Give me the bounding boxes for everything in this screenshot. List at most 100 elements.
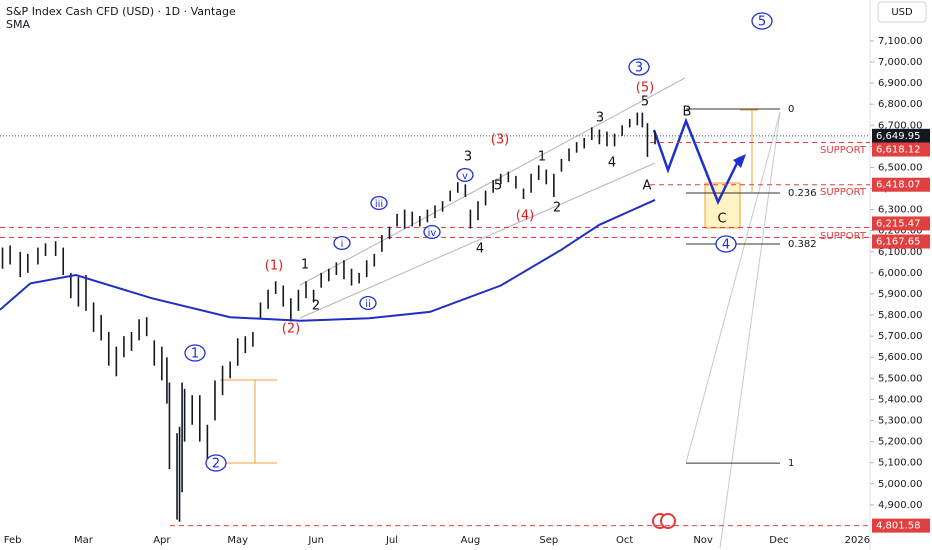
y-tick-label: 5,900.00 <box>878 289 923 300</box>
y-tick-label: 5,200.00 <box>878 437 923 448</box>
sma-line <box>0 198 656 322</box>
y-tick-label: 5,300.00 <box>878 416 923 427</box>
y-tick-label: 6,000.00 <box>878 268 923 279</box>
price-label-box <box>872 216 930 231</box>
y-tick-label: 5,000.00 <box>878 479 923 490</box>
wave-label: iii <box>375 199 383 210</box>
wave-label: (5) <box>636 81 654 96</box>
wave-label: A <box>643 179 652 194</box>
price-label: 6,618.12 <box>876 145 921 156</box>
x-tick-label: Oct <box>616 535 633 546</box>
wave-label: 5 <box>494 179 502 194</box>
chart-title: S&P Index Cash CFD (USD) · 1D · Vantage <box>6 5 236 18</box>
wave-circle <box>370 195 388 211</box>
wave-circle <box>184 344 206 362</box>
wave-circle <box>423 224 441 240</box>
wave-circle <box>333 235 351 251</box>
fib-trend <box>685 111 781 464</box>
support-text: SUPPORT <box>820 187 867 198</box>
y-tick-label: 6,100.00 <box>878 247 923 258</box>
x-tick-label: 2026 <box>845 535 870 546</box>
drawings <box>220 77 781 549</box>
fib-ratio: 1 <box>788 458 794 469</box>
price-label-box <box>872 128 930 143</box>
fib-ratio: 0.236 <box>788 188 817 199</box>
price-label-box <box>872 518 930 533</box>
x-tick-label: Mar <box>74 535 94 546</box>
wave-label: 2 <box>312 299 320 314</box>
support-text: SUPPORT <box>820 145 867 156</box>
wave-label: 3 <box>596 111 604 126</box>
x-tick-label: Feb <box>4 535 22 546</box>
y-tick-label: 7,000.00 <box>878 57 923 68</box>
fib-ratio: 0 <box>788 104 794 115</box>
wave-label: B <box>683 105 692 120</box>
y-tick-label: 5,500.00 <box>878 373 923 384</box>
y-tick-label: 6,200.00 <box>878 226 923 237</box>
wave-label: 4 <box>722 238 730 253</box>
wave-label: 1 <box>538 150 546 165</box>
y-tick-label: 4,900.00 <box>878 500 923 511</box>
x-tick-label: May <box>227 535 248 546</box>
wave-label: 4 <box>608 156 616 171</box>
fib-ratio: 0.382 <box>788 239 817 250</box>
y-tick-label: 6,700.00 <box>878 120 923 131</box>
x-tick-label: Dec <box>769 535 788 546</box>
support-text: SUPPORT <box>820 231 867 242</box>
price-label: 4,801.58 <box>876 521 921 532</box>
currency-button[interactable] <box>877 1 927 23</box>
price-label-box <box>872 234 930 249</box>
x-tick-label: Jul <box>385 535 398 546</box>
wave-label: (1) <box>265 259 283 274</box>
channel-lower <box>299 162 656 319</box>
wave-label: 4 <box>476 242 484 257</box>
x-tick-label: Apr <box>153 535 171 546</box>
wave-circle <box>359 295 377 311</box>
wave-circle <box>456 167 474 183</box>
wave-label: 2 <box>212 457 220 472</box>
y-tick-label: 5,700.00 <box>878 331 923 342</box>
wave-label: C <box>717 212 726 227</box>
wave-label: 3 <box>635 61 643 76</box>
price-label: 6,215.47 <box>876 218 921 229</box>
wave-label: 1 <box>301 258 309 273</box>
y-tick-label: 6,300.00 <box>878 205 923 216</box>
y-tick-label: 6,500.00 <box>878 162 923 173</box>
indicator-name: SMA <box>6 18 30 31</box>
projection-arrow <box>733 154 746 168</box>
wave-label: 1 <box>191 347 199 362</box>
wave-label: 2 <box>553 201 561 216</box>
price-label: 6,167.65 <box>876 237 921 248</box>
y-tick-label: 6,800.00 <box>878 99 923 110</box>
y-tick-label: 5,400.00 <box>878 394 923 405</box>
price-label-box <box>872 177 930 192</box>
y-tick-label: 5,100.00 <box>878 458 923 469</box>
y-tick-label: 6,900.00 <box>878 78 923 89</box>
wave-label: v <box>462 171 468 182</box>
wave-label: (3) <box>491 133 509 148</box>
wave-label: 3 <box>464 150 472 165</box>
x-tick-label: Sep <box>539 535 558 546</box>
y-tick-label: 5,800.00 <box>878 310 923 321</box>
wave-circle <box>628 58 650 76</box>
x-tick-label: Jun <box>307 535 324 546</box>
wave-label: 5 <box>641 95 649 110</box>
wave-label: iv <box>428 228 437 239</box>
price-label: 6,418.07 <box>876 180 921 191</box>
wave-label: (2) <box>282 322 300 337</box>
x-tick-label: Nov <box>693 535 713 546</box>
price-label: 6,649.95 <box>876 131 921 142</box>
currency[interactable]: USD <box>891 7 913 18</box>
wave-circle <box>715 235 737 253</box>
wave-label: ii <box>365 299 371 310</box>
wave-circle <box>205 454 227 472</box>
news-icon <box>652 513 676 529</box>
y-tick-label: 5,600.00 <box>878 352 923 363</box>
wave-circle <box>751 12 773 30</box>
wave-label: i <box>341 239 344 250</box>
price-label-box <box>872 142 930 157</box>
wave-label: (4) <box>516 209 534 224</box>
projection <box>652 117 742 206</box>
